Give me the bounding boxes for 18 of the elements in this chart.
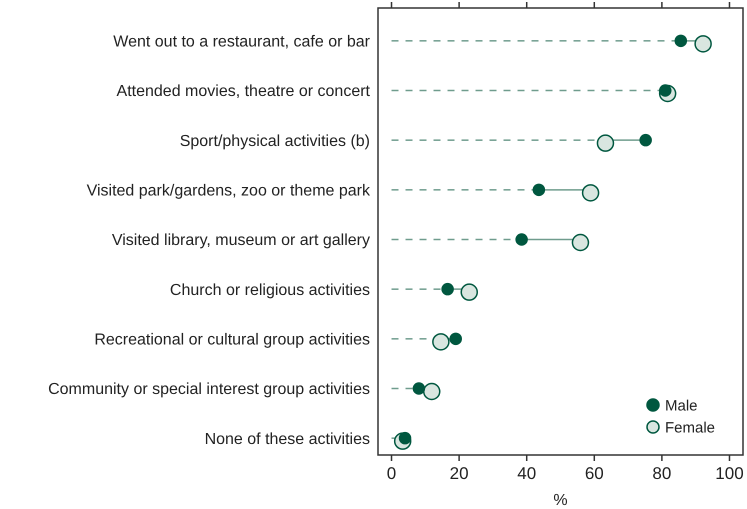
x-tick-label: 100 [715,464,744,483]
y-tick-label: None of these activities [204,430,370,448]
x-axis-title: % [553,492,568,509]
y-tick-label: Recreational or cultural group activities [94,331,370,348]
x-tick-label: 0 [386,464,396,483]
y-tick-label: Church or religious activities [170,282,370,299]
x-tick-label: 60 [584,464,604,483]
y-tick-label: Attended movies, theatre or concert [116,83,371,100]
y-tick-label: Community or special interest group activities [48,381,370,398]
x-tick-label: 80 [652,464,672,483]
x-tick-label: 20 [450,464,469,483]
y-tick-label: Sport/physical activities (b) [180,132,370,150]
y-tick-label: Visited library, museum or art gallery [112,232,370,250]
legend-label: Female [665,419,716,436]
y-tick-label: Went out to a restaurant, cafe or bar [113,33,371,50]
x-tick-label: 40 [517,464,536,483]
y-tick-label: Visited park/gardens, zoo or theme park [86,182,371,200]
legend-label: Male [665,397,698,414]
